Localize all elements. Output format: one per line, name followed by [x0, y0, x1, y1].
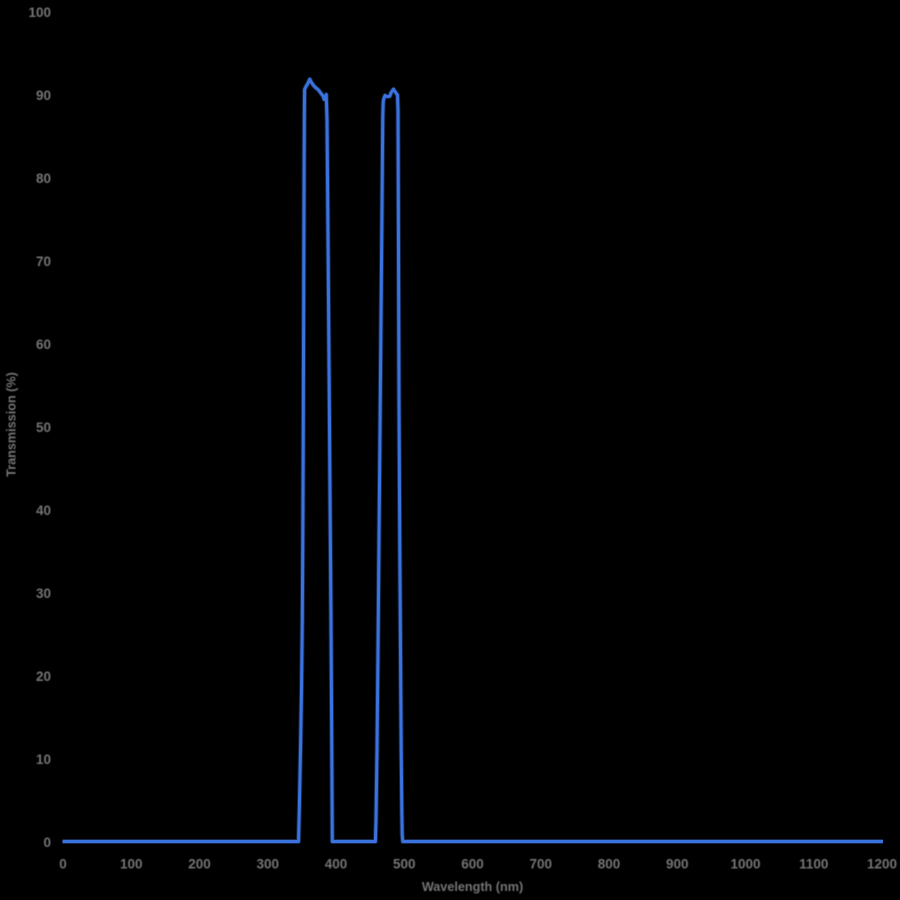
svg-text:40: 40 [36, 503, 51, 518]
svg-text:90: 90 [36, 88, 51, 103]
svg-text:600: 600 [461, 856, 484, 871]
svg-text:900: 900 [666, 856, 689, 871]
svg-text:60: 60 [36, 337, 51, 352]
svg-text:700: 700 [529, 856, 552, 871]
svg-text:Transmission (%): Transmission (%) [5, 372, 19, 477]
svg-text:50: 50 [36, 420, 51, 435]
svg-text:70: 70 [36, 254, 51, 269]
svg-text:20: 20 [36, 669, 51, 684]
svg-text:1100: 1100 [799, 856, 828, 871]
svg-text:0: 0 [43, 835, 51, 850]
svg-text:80: 80 [36, 171, 51, 186]
svg-text:1200: 1200 [867, 856, 897, 871]
svg-text:Wavelength (nm): Wavelength (nm) [422, 880, 523, 894]
svg-text:0: 0 [59, 856, 67, 871]
svg-text:500: 500 [393, 856, 416, 871]
svg-text:100: 100 [120, 856, 143, 871]
svg-text:200: 200 [188, 856, 211, 871]
svg-text:800: 800 [598, 856, 621, 871]
svg-text:10: 10 [36, 752, 51, 767]
svg-text:30: 30 [36, 586, 51, 601]
svg-text:1000: 1000 [730, 856, 760, 871]
svg-text:300: 300 [256, 856, 279, 871]
svg-text:100: 100 [28, 5, 51, 20]
svg-text:400: 400 [325, 856, 348, 871]
